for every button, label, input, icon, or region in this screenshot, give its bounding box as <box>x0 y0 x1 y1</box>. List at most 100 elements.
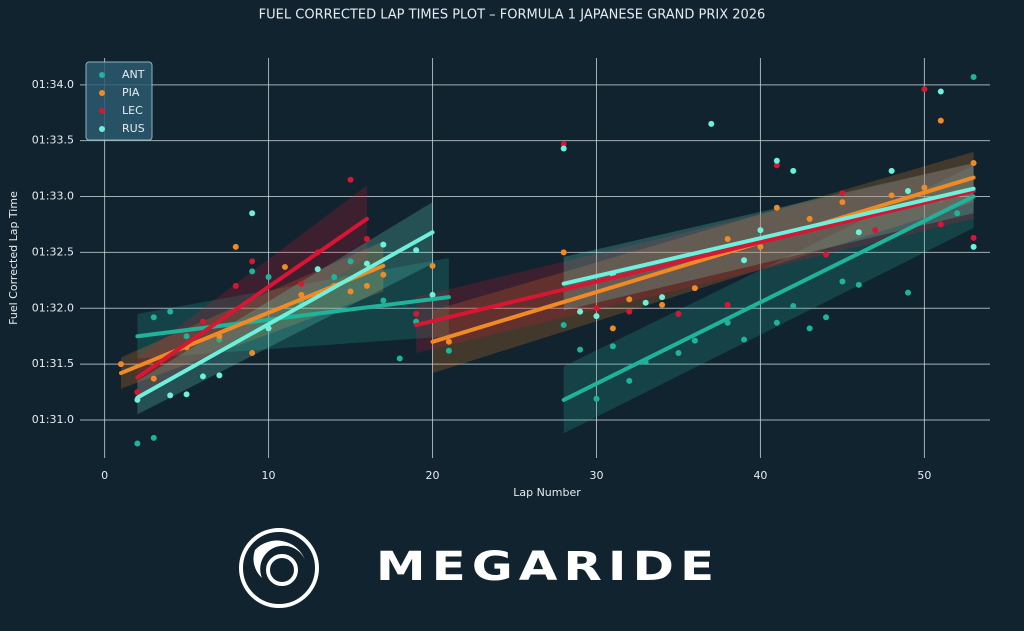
data-point <box>199 318 206 325</box>
data-point <box>806 325 813 332</box>
data-point <box>659 301 666 308</box>
data-point <box>593 395 600 402</box>
logo-ring <box>239 528 319 608</box>
trend-line <box>561 186 976 286</box>
data-point <box>806 215 813 222</box>
data-point <box>773 162 780 169</box>
x-tick-label: 50 <box>917 469 931 482</box>
data-point <box>626 308 633 315</box>
data-point <box>249 349 256 356</box>
data-point <box>970 243 977 250</box>
data-point <box>380 241 387 248</box>
data-point <box>232 282 239 289</box>
legend-box <box>85 61 153 141</box>
data-point <box>970 73 977 80</box>
data-point <box>167 308 174 315</box>
data-point <box>839 199 846 206</box>
y-tick-label: 01:32.0 <box>32 301 74 314</box>
data-point <box>609 325 616 332</box>
data-point <box>347 176 354 183</box>
data-point <box>757 227 764 234</box>
data-point <box>380 271 387 278</box>
data-point <box>150 375 157 382</box>
data-point <box>905 289 912 296</box>
data-point <box>888 192 895 199</box>
data-point <box>593 305 600 312</box>
legend-label: ANT <box>122 68 145 81</box>
data-point <box>429 262 436 269</box>
confidence-band <box>432 151 974 374</box>
data-point <box>675 349 682 356</box>
data-point <box>593 313 600 320</box>
y-tick-label: 01:31.0 <box>32 413 74 426</box>
trend-line <box>135 216 369 380</box>
data-point <box>626 296 633 303</box>
x-tick-label: 40 <box>753 469 767 482</box>
data-point <box>232 243 239 250</box>
data-point <box>921 184 928 191</box>
legend-label: LEC <box>122 104 143 117</box>
data-point <box>691 285 698 292</box>
logo-text: MEGARIDE <box>376 543 720 590</box>
chart-title: FUEL CORRECTED LAP TIMES PLOT – FORMULA … <box>259 8 766 23</box>
trend-lines <box>118 175 976 402</box>
logo-core <box>266 554 298 586</box>
logo-swirl <box>253 540 305 578</box>
data-point <box>265 273 272 280</box>
data-point <box>773 204 780 211</box>
data-point <box>249 210 256 217</box>
data-point <box>937 117 944 124</box>
data-point <box>888 167 895 174</box>
trend-line <box>430 175 976 344</box>
data-point <box>855 281 862 288</box>
x-tick-label: 10 <box>262 469 276 482</box>
data-point <box>577 308 584 315</box>
data-point <box>839 190 846 197</box>
legend-marker <box>99 108 105 114</box>
labels: 0 10 20 30 40 50 01:31.0 01:31.5 01:32.0 01:32.5 0… <box>32 78 932 482</box>
data-point <box>954 210 961 217</box>
data-point <box>659 294 666 301</box>
data-point <box>609 343 616 350</box>
trend-line <box>561 194 976 402</box>
data-point <box>363 236 370 243</box>
data-point <box>380 297 387 304</box>
data-point <box>741 336 748 343</box>
data-point <box>560 145 567 152</box>
data-point <box>560 322 567 329</box>
data-point <box>790 303 797 310</box>
data-point <box>724 301 731 308</box>
data-point <box>216 372 223 379</box>
data-point <box>823 314 830 321</box>
data-point <box>413 310 420 317</box>
y-tick-label: 01:34.0 <box>32 78 74 91</box>
data-point <box>855 229 862 236</box>
data-point <box>298 291 305 298</box>
data-point <box>560 141 567 148</box>
data-point <box>314 266 321 273</box>
data-point <box>691 337 698 344</box>
trend-line <box>414 188 976 328</box>
y-tick-label: 01:32.5 <box>32 245 74 258</box>
data-point <box>249 258 256 265</box>
legend-label: PIA <box>122 86 140 99</box>
data-point <box>790 167 797 174</box>
data-point <box>970 234 977 241</box>
data-point <box>445 347 452 354</box>
y-tick-label: 01:31.5 <box>32 357 74 370</box>
data-point <box>347 288 354 295</box>
data-point <box>724 236 731 243</box>
data-point <box>363 260 370 267</box>
y-tick-label: 01:33.5 <box>32 134 74 147</box>
y-tick-label: 01:33.0 <box>32 190 74 203</box>
data-point <box>429 291 436 298</box>
data-point <box>773 157 780 164</box>
data-point <box>921 86 928 93</box>
data-point <box>937 221 944 228</box>
data-point <box>757 243 764 250</box>
data-point <box>445 338 452 345</box>
data-point <box>183 333 190 340</box>
data-point <box>708 120 715 127</box>
data-point <box>675 310 682 317</box>
